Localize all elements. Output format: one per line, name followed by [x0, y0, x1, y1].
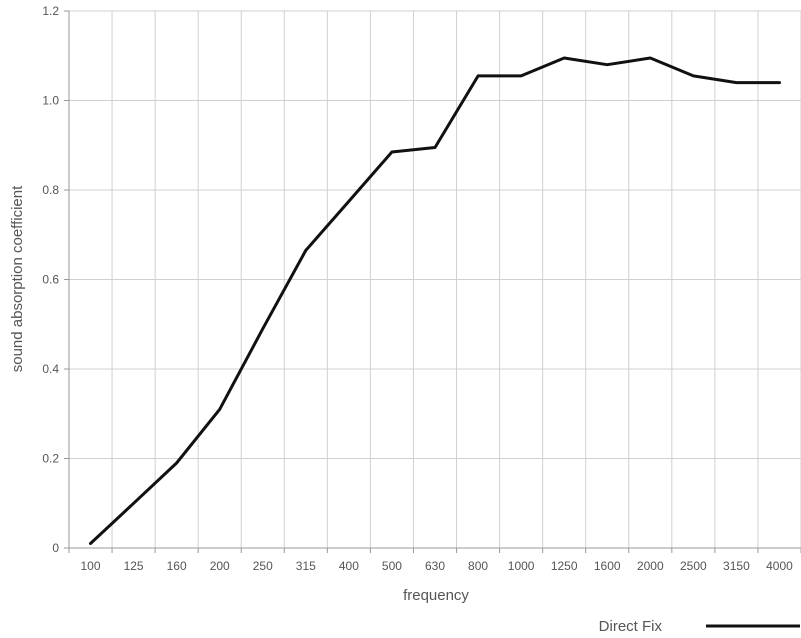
x-tick-label: 200 — [210, 559, 230, 573]
legend-label-direct-fix: Direct Fix — [599, 618, 663, 635]
x-tick-label: 800 — [468, 559, 488, 573]
series — [89, 56, 781, 545]
x-tick-label: 160 — [167, 559, 187, 573]
x-tick-label: 500 — [382, 559, 402, 573]
y-tick-label: 1.0 — [42, 94, 59, 108]
y-axis-title: sound absorption coefficient — [9, 185, 26, 372]
x-tick-label: 100 — [81, 559, 101, 573]
x-tick-label: 1600 — [594, 559, 621, 573]
series-line-direct-fix — [89, 56, 781, 545]
x-tick-label: 2500 — [680, 559, 707, 573]
x-tick-label: 630 — [425, 559, 445, 573]
x-tick-label: 400 — [339, 559, 359, 573]
x-ticks: 100 125 160 200 250 315 400 500 630 800 1000 1250 16… — [81, 559, 794, 573]
axes — [64, 10, 801, 553]
y-tick-label: 0.6 — [42, 273, 59, 287]
y-tick-label: 0.8 — [42, 183, 59, 197]
x-tick-label: 3150 — [723, 559, 750, 573]
x-tick-label: 4000 — [766, 559, 793, 573]
grid — [69, 10, 801, 548]
x-tick-label: 1250 — [551, 559, 578, 573]
y-ticks: 0 0.2 0.4 0.6 0.8 1.0 1.2 — [42, 4, 59, 555]
x-axis-title: frequency — [403, 587, 469, 604]
x-tick-label: 250 — [253, 559, 273, 573]
y-tick-label: 0 — [52, 541, 59, 555]
x-tick-label: 125 — [124, 559, 144, 573]
x-tick-label: 1000 — [508, 559, 535, 573]
legend: Direct Fix — [599, 618, 800, 635]
x-tick-label: 2000 — [637, 559, 664, 573]
y-tick-label: 0.4 — [42, 362, 59, 376]
y-tick-label: 0.2 — [42, 452, 59, 466]
x-tick-label: 315 — [296, 559, 316, 573]
y-tick-label: 1.2 — [42, 4, 59, 18]
